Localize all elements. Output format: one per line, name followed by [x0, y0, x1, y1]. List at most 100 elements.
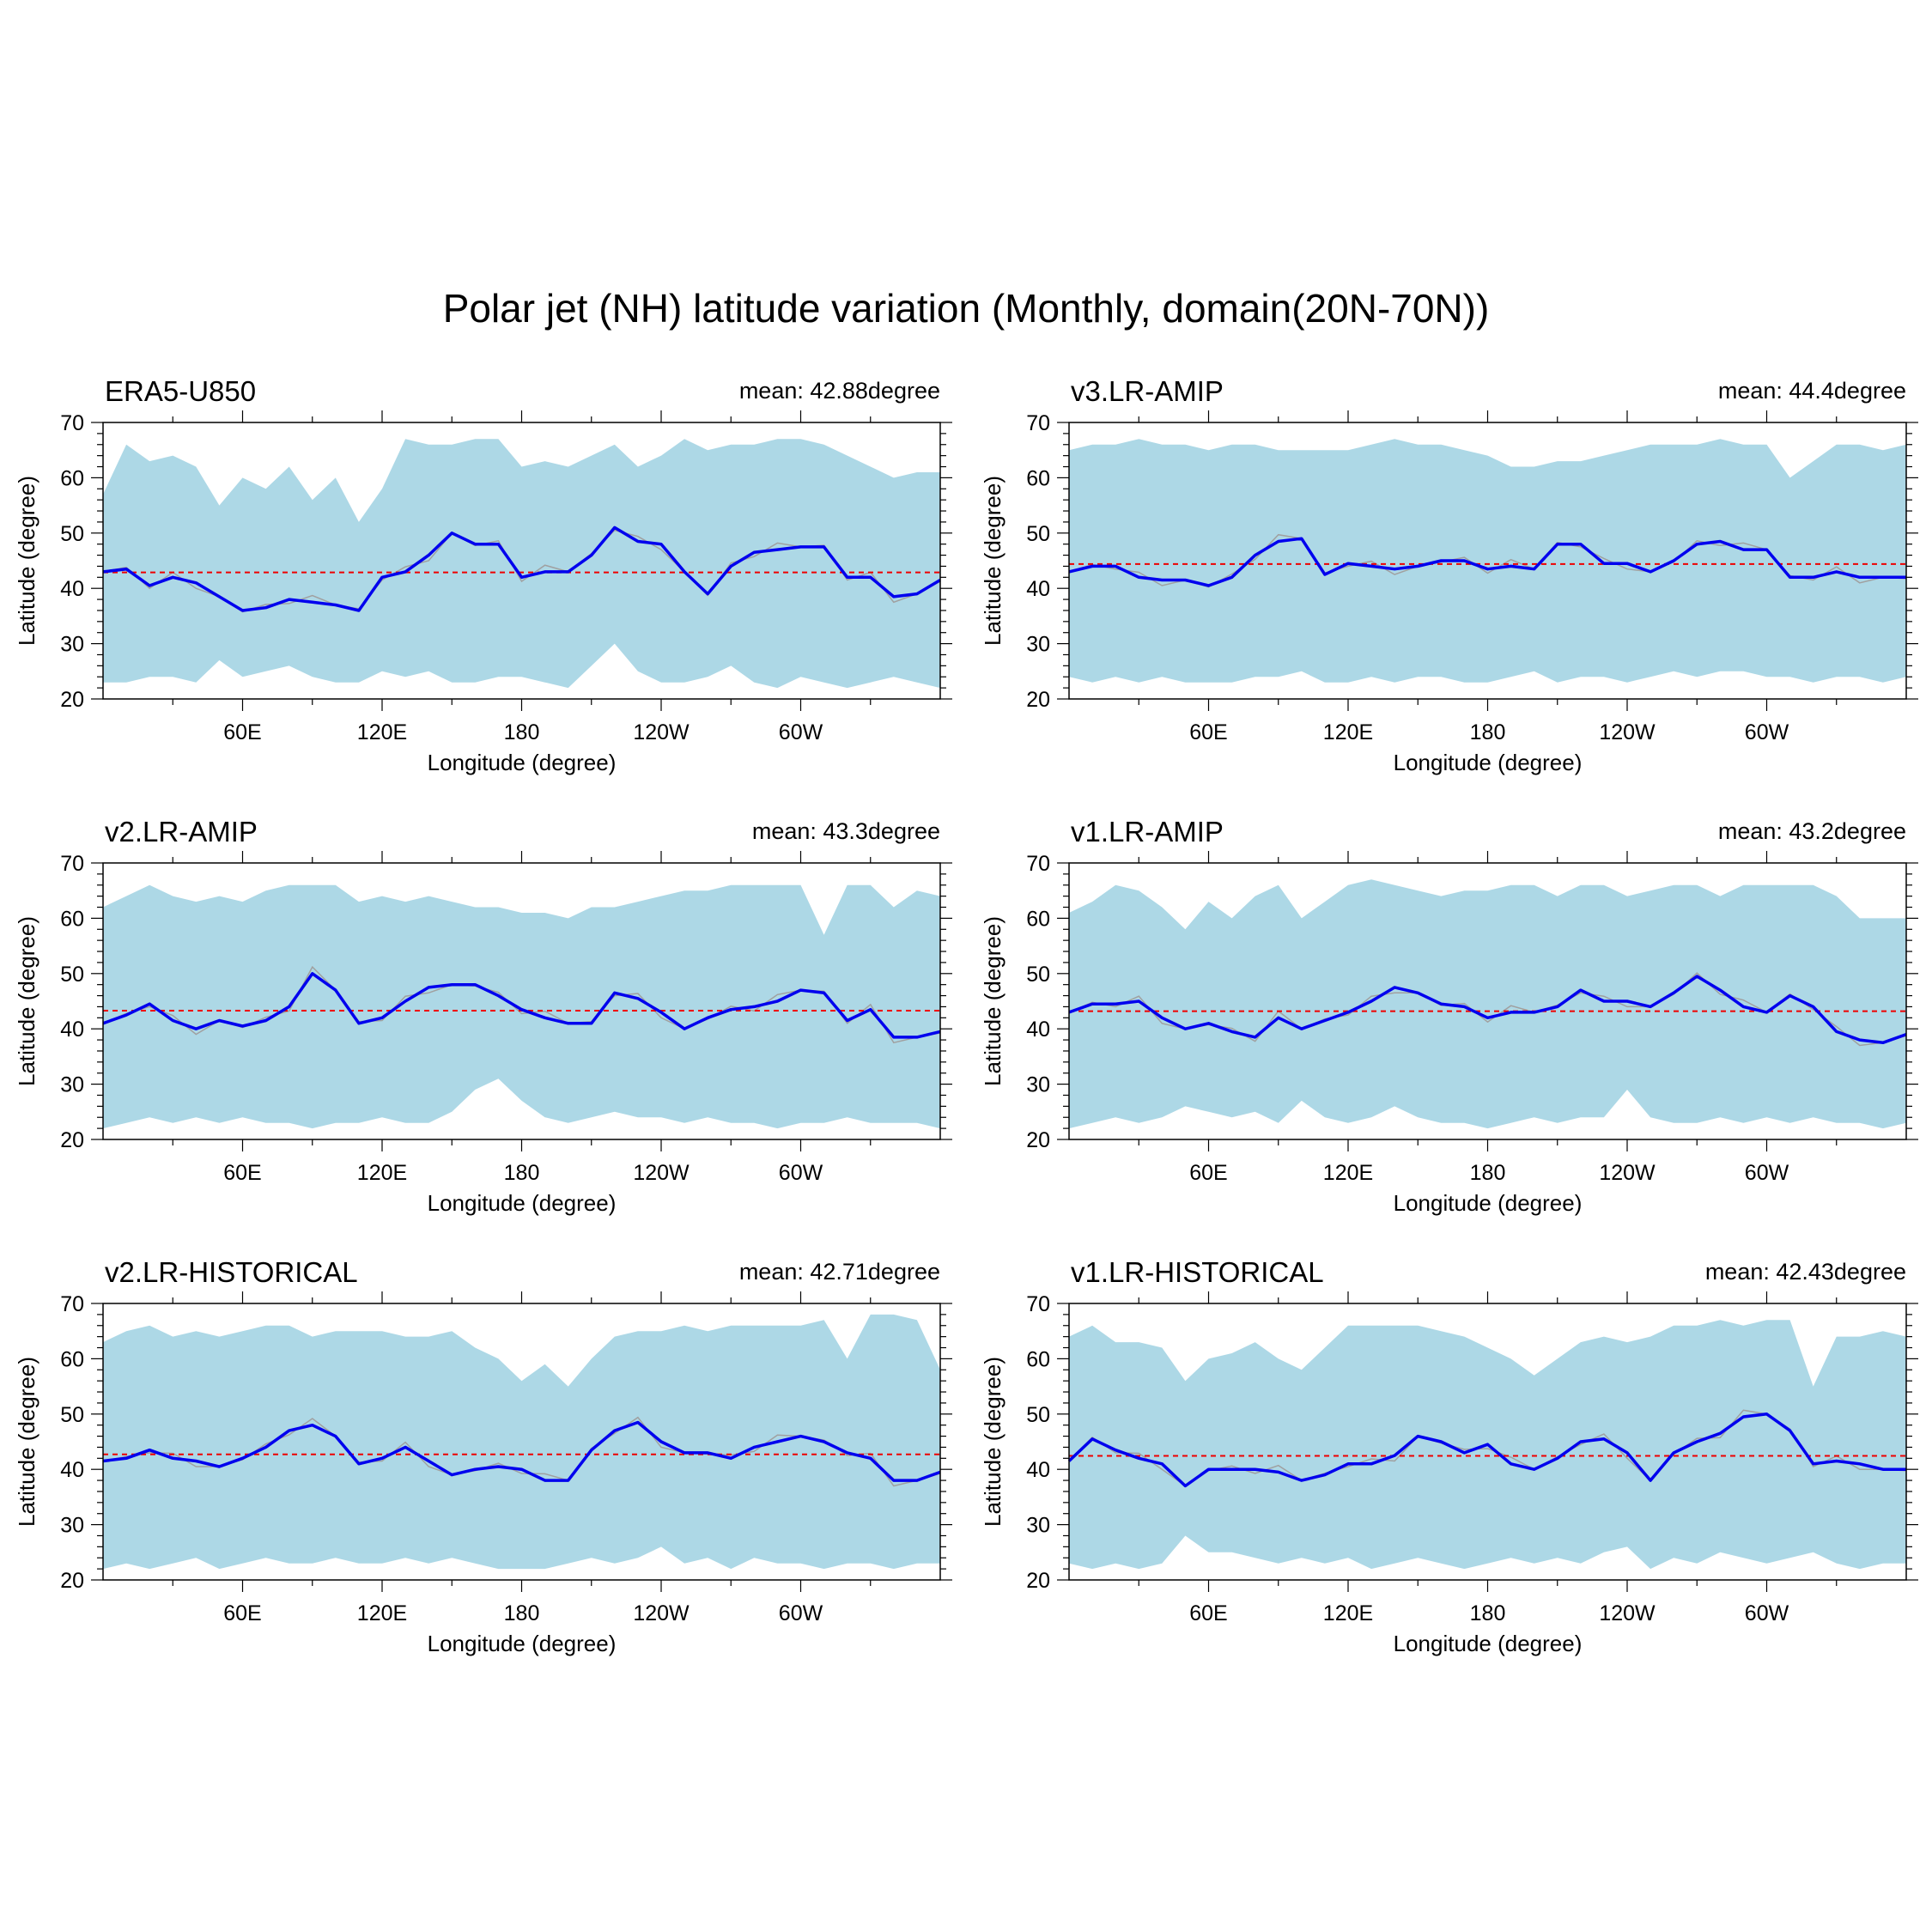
y-tick-label: 30 — [60, 1073, 84, 1097]
range-band — [1069, 879, 1906, 1129]
y-tick-label: 50 — [1026, 963, 1050, 987]
y-axis-label: Latitude (degree) — [980, 916, 1005, 1086]
x-tick-label: 60E — [223, 1601, 261, 1625]
y-axis-label: Latitude (degree) — [980, 476, 1005, 646]
y-tick-label: 30 — [60, 633, 84, 657]
x-tick-label: 60E — [1189, 1161, 1227, 1185]
y-tick-label: 50 — [1026, 1403, 1050, 1427]
range-band — [103, 1314, 940, 1570]
x-tick-label: 60W — [1745, 1161, 1789, 1185]
y-axis-label: Latitude (degree) — [14, 916, 39, 1086]
mean-label: mean: 42.43degree — [1705, 1259, 1906, 1285]
range-band — [1069, 439, 1906, 683]
y-tick-label: 50 — [1026, 522, 1050, 546]
y-tick-label: 60 — [60, 1347, 84, 1371]
y-tick-label: 40 — [1026, 1018, 1050, 1042]
x-tick-label: 180 — [504, 1601, 540, 1625]
x-tick-label: 180 — [504, 1161, 540, 1185]
panel-title: ERA5-U850 — [105, 375, 256, 407]
y-tick-label: 50 — [60, 963, 84, 987]
y-tick-label: 20 — [60, 1569, 84, 1593]
y-tick-label: 20 — [1026, 688, 1050, 712]
y-tick-label: 40 — [60, 1018, 84, 1042]
y-axis-label: Latitude (degree) — [14, 476, 39, 646]
y-tick-label: 40 — [1026, 577, 1050, 601]
x-axis-label: Longitude (degree) — [1394, 750, 1583, 775]
y-tick-label: 70 — [60, 1292, 84, 1316]
y-tick-label: 70 — [1026, 852, 1050, 876]
y-tick-label: 40 — [60, 577, 84, 601]
x-tick-label: 60W — [779, 1601, 823, 1625]
mean-label: mean: 42.71degree — [739, 1259, 940, 1285]
panel-title: v2.LR-AMIP — [105, 816, 258, 848]
panel: 20 30 40 50 60 70 60E 120E 180 120W 60W Longitude (… — [980, 375, 1918, 775]
panel: 20 30 40 50 60 70 60E 120E 180 120W 60W Longitude (… — [14, 1256, 952, 1656]
panel: 20 30 40 50 60 70 60E 120E 180 120W 60W Longitude (… — [14, 375, 952, 775]
x-axis-label: Longitude (degree) — [428, 1631, 617, 1656]
smoothed-line — [1067, 1413, 1906, 1488]
y-tick-label: 70 — [1026, 411, 1050, 435]
x-tick-label: 60W — [1745, 1601, 1789, 1625]
x-tick-label: 180 — [504, 720, 540, 744]
x-axis-label: Longitude (degree) — [428, 750, 617, 775]
smoothed-line — [1068, 537, 1906, 587]
y-axis-label: Latitude (degree) — [14, 1357, 39, 1527]
y-tick-label: 40 — [60, 1458, 84, 1482]
x-tick-label: 180 — [1470, 720, 1506, 744]
x-tick-label: 180 — [1470, 1161, 1506, 1185]
y-axis-label: Latitude (degree) — [980, 1357, 1005, 1527]
x-tick-label: 180 — [1470, 1601, 1506, 1625]
x-tick-label: 120E — [1323, 1601, 1373, 1625]
x-tick-label: 120E — [357, 1601, 407, 1625]
y-tick-label: 60 — [1026, 466, 1050, 490]
panel-title: v3.LR-AMIP — [1071, 375, 1224, 407]
range-band — [103, 439, 940, 689]
y-tick-label: 20 — [60, 688, 84, 712]
figure-title: Polar jet (NH) latitude variation (Month… — [443, 286, 1490, 331]
x-tick-label: 120E — [1323, 1161, 1373, 1185]
y-tick-label: 40 — [1026, 1458, 1050, 1482]
y-tick-label: 60 — [1026, 1347, 1050, 1371]
mean-label: mean: 43.2degree — [1718, 818, 1906, 844]
y-tick-label: 70 — [1026, 1292, 1050, 1316]
x-axis-label: Longitude (degree) — [1394, 1190, 1583, 1216]
mean-label: mean: 44.4degree — [1718, 378, 1906, 404]
y-tick-label: 70 — [60, 852, 84, 876]
y-tick-label: 70 — [60, 411, 84, 435]
y-tick-label: 30 — [1026, 633, 1050, 657]
smoothed-line — [102, 526, 941, 612]
smoothed-line — [102, 972, 941, 1039]
mean-label: mean: 43.3degree — [752, 818, 940, 844]
y-tick-label: 20 — [1026, 1569, 1050, 1593]
x-tick-label: 60E — [1189, 720, 1227, 744]
x-tick-label: 120W — [633, 720, 690, 744]
panel: 20 30 40 50 60 70 60E 120E 180 120W 60W Longitude (… — [14, 816, 952, 1216]
x-tick-label: 60W — [779, 720, 823, 744]
x-tick-label: 120W — [633, 1601, 690, 1625]
panel-title: v1.LR-AMIP — [1071, 816, 1224, 848]
y-tick-label: 30 — [1026, 1073, 1050, 1097]
panel: 20 30 40 50 60 70 60E 120E 180 120W 60W Longitude (… — [980, 816, 1918, 1216]
x-tick-label: 120W — [633, 1161, 690, 1185]
panel-title: v2.LR-HISTORICAL — [105, 1256, 358, 1288]
x-axis-label: Longitude (degree) — [428, 1190, 617, 1216]
y-tick-label: 60 — [1026, 907, 1050, 931]
mean-label: mean: 42.88degree — [739, 378, 940, 404]
x-tick-label: 120E — [1323, 720, 1373, 744]
y-tick-label: 60 — [60, 466, 84, 490]
x-tick-label: 120W — [1599, 1161, 1656, 1185]
x-tick-label: 120W — [1599, 1601, 1656, 1625]
y-tick-label: 30 — [60, 1514, 84, 1538]
y-tick-label: 50 — [60, 1403, 84, 1427]
x-tick-label: 60E — [1189, 1601, 1227, 1625]
panel: 20 30 40 50 60 70 60E 120E 180 120W 60W Longitude (… — [980, 1256, 1918, 1656]
x-tick-label: 60W — [1745, 720, 1789, 744]
x-tick-label: 120E — [357, 1161, 407, 1185]
panel-title: v1.LR-HISTORICAL — [1071, 1256, 1324, 1288]
x-tick-label: 120W — [1599, 720, 1656, 744]
smoothed-line — [1068, 975, 1907, 1045]
x-tick-label: 60E — [223, 720, 261, 744]
y-tick-label: 30 — [1026, 1514, 1050, 1538]
x-axis-label: Longitude (degree) — [1394, 1631, 1583, 1656]
